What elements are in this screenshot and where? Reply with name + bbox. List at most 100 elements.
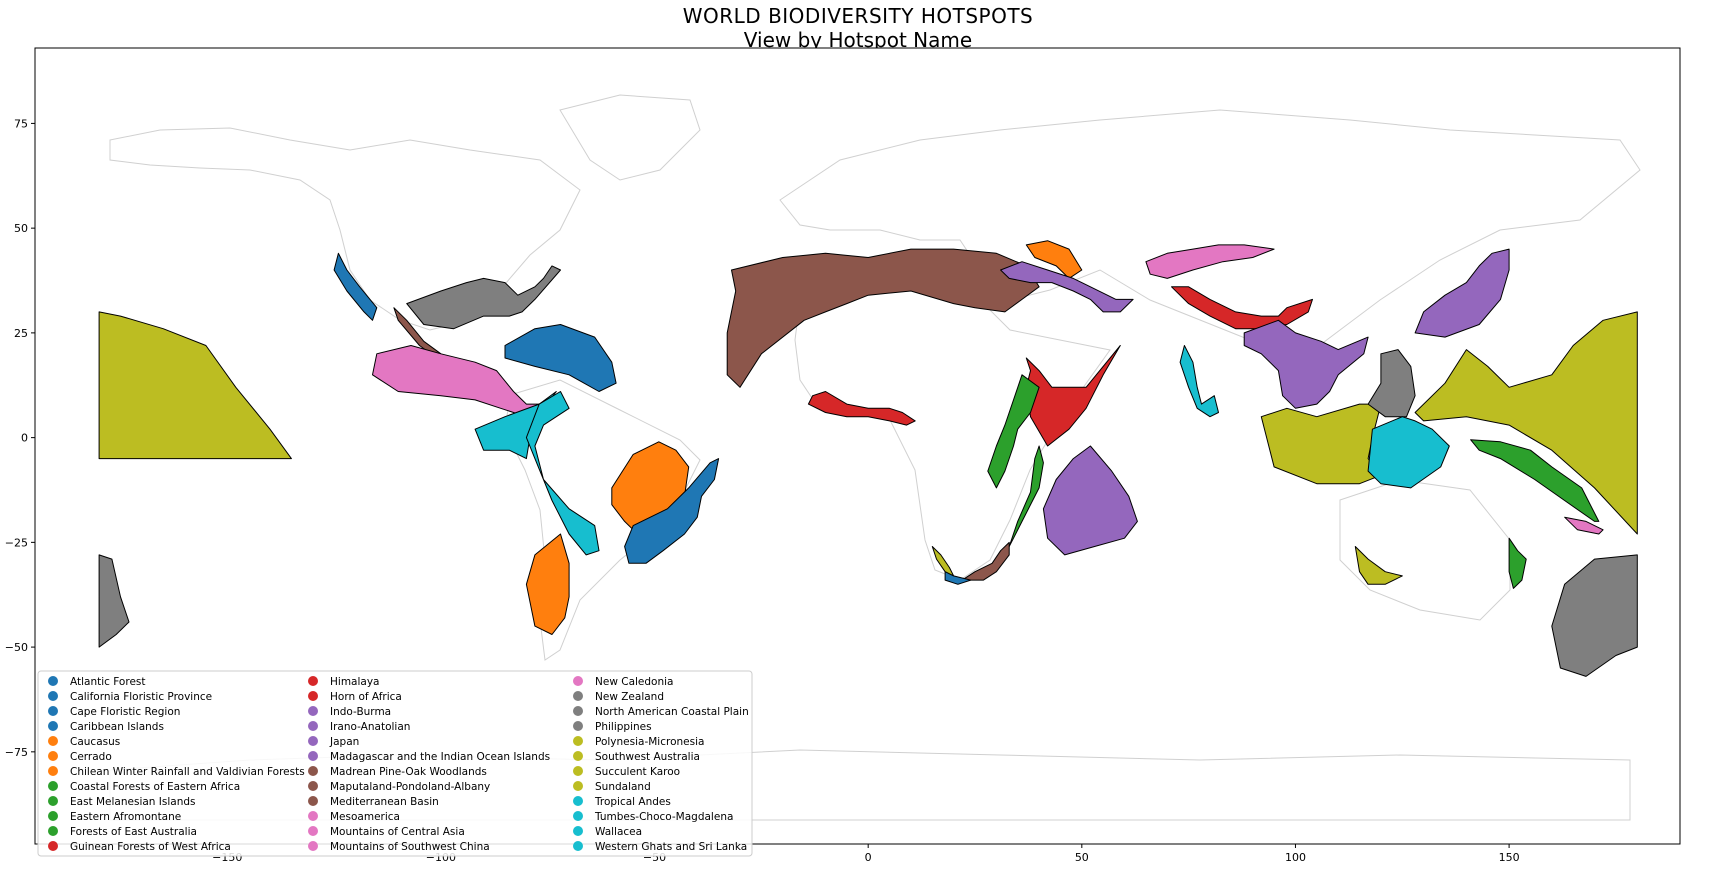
title-block: WORLD BIODIVERSITY HOTSPOTS View by Hots… [0,4,1716,52]
legend-marker-madagascar-and-the-indian-ocean-islands [308,751,318,761]
legend-marker-atlantic-forest [48,676,58,686]
legend-marker-tumbes-choco-magdalena [573,811,583,821]
legend-label-caucasus: Caucasus [70,736,120,748]
legend-label-indo-burma: Indo-Burma [330,706,391,718]
legend-marker-japan [308,736,318,746]
legend-marker-philippines [573,721,583,731]
legend-label-atlantic-forest: Atlantic Forest [70,676,146,688]
legend-marker-tropical-andes [573,796,583,806]
legend-label-caribbean-islands: Caribbean Islands [70,721,164,733]
legend-marker-east-melanesian-islands [48,796,58,806]
legend-marker-southwest-australia [573,751,583,761]
legend-label-tumbes-choco-magdalena: Tumbes-Choco-Magdalena [594,811,733,823]
region-mediterranean-basin [726,248,1040,388]
region-east-melanesian-islands [1470,439,1600,522]
legend-marker-mediterranean-basin [308,796,318,806]
legend-label-western-ghats-and-sri-lanka: Western Ghats and Sri Lanka [595,841,747,853]
legend-marker-sundaland [573,781,583,791]
region-atlantic-forest [624,458,720,564]
y-tick-label: −25 [5,536,28,549]
legend-marker-caribbean-islands [48,721,58,731]
y-tick-label: 75 [14,117,28,130]
legend-label-sundaland: Sundaland [595,781,651,793]
legend-marker-coastal-forests-of-eastern-africa [48,781,58,791]
legend-label-maputaland-pondoland-albany: Maputaland-Pondoland-Albany [330,781,490,793]
y-tick-label: −50 [5,641,28,654]
legend-marker-chilean-winter-rainfall-and-valdivian-forests [48,766,58,776]
legend-marker-cerrado [48,751,58,761]
legend-label-horn-of-africa: Horn of Africa [330,691,402,703]
legend-label-eastern-afromontane: Eastern Afromontane [70,811,181,823]
region-new-zealand [1551,554,1638,677]
y-tick-label: 50 [14,222,28,235]
region-western-ghats-and-sri-lanka [1179,345,1219,418]
legend-marker-california-floristic-province [48,691,58,701]
legend-label-new-caledonia: New Caledonia [595,676,673,688]
region-irano-anatolian [1000,261,1134,313]
region-california-floristic-province [333,252,378,321]
legend-marker-maputaland-pondoland-albany [308,781,318,791]
region-north-american-coastal-plain [406,265,561,330]
region-coastal-forests-of-eastern-africa [1008,445,1044,547]
x-tick-label: 50 [1075,851,1089,864]
legend-label-mountains-of-southwest-china: Mountains of Southwest China [330,841,490,853]
region-madagascar-and-the-indian-ocean-islands [1042,445,1138,556]
region-new-caledonia [1564,516,1604,535]
legend-label-polynesia-micronesia: Polynesia-Micronesia [595,736,704,748]
legend-label-california-floristic-province: California Floristic Province [70,691,212,703]
legend-label-madagascar-and-the-indian-ocean-islands: Madagascar and the Indian Ocean Islands [330,751,550,763]
legend-label-succulent-karoo: Succulent Karoo [595,766,680,778]
region-tropical-andes [525,391,600,556]
legend-marker-irano-anatolian [308,721,318,731]
region-polynesia-micronesia [1414,311,1638,535]
legend-label-madrean-pine-oak-woodlands: Madrean Pine-Oak Woodlands [330,766,487,778]
legend-label-guinean-forests-of-west-africa: Guinean Forests of West Africa [70,841,231,853]
legend-label-east-melanesian-islands: East Melanesian Islands [70,796,196,808]
region-philippines [1367,349,1416,418]
legend-marker-north-american-coastal-plain [573,706,583,716]
legend-label-north-american-coastal-plain: North American Coastal Plain [595,706,749,718]
legend-label-new-zealand: New Zealand [595,691,664,703]
region-wallacea [1367,416,1450,489]
legend-marker-forests-of-east-australia [48,826,58,836]
legend-marker-horn-of-africa [308,691,318,701]
region-guinean-forests-of-west-africa [807,391,916,426]
legend-label-chilean-winter-rainfall-and-valdivian-forests: Chilean Winter Rainfall and Valdivian Fo… [70,766,305,778]
region-caribbean-islands [504,324,617,392]
x-tick-label: 150 [1499,851,1520,864]
y-tick-label: 25 [14,327,28,340]
legend-marker-cape-floristic-region [48,706,58,716]
legend-label-coastal-forests-of-eastern-africa: Coastal Forests of Eastern Africa [70,781,240,793]
legend-label-mountains-of-central-asia: Mountains of Central Asia [330,826,465,838]
legend-label-southwest-australia: Southwest Australia [595,751,700,763]
legend-label-irano-anatolian: Irano-Anatolian [330,721,410,733]
region-forests-of-east-australia [1508,537,1527,589]
legend-label-wallacea: Wallacea [595,826,642,838]
legend-label-himalaya: Himalaya [330,676,379,688]
region-cape-floristic-region [944,571,972,585]
y-tick-label: 0 [21,432,28,445]
legend-label-mesoamerica: Mesoamerica [330,811,400,823]
region-japan [1414,248,1510,338]
legend-label-forests-of-east-australia: Forests of East Australia [70,826,197,838]
legend-label-japan: Japan [329,736,359,748]
legend-marker-caucasus [48,736,58,746]
legend-marker-guinean-forests-of-west-africa [48,841,58,851]
legend-label-tropical-andes: Tropical Andes [594,796,671,808]
x-tick-label: 0 [865,851,872,864]
legend-label-philippines: Philippines [595,721,652,733]
legend-label-cerrado: Cerrado [70,751,112,763]
region-polynesia-micronesia [98,311,292,460]
legend-marker-madrean-pine-oak-woodlands [308,766,318,776]
legend-label-cape-floristic-region: Cape Floristic Region [70,706,180,718]
legend-marker-wallacea [573,826,583,836]
region-southwest-australia [1354,546,1403,585]
region-himalaya [1171,286,1313,330]
legend-marker-polynesia-micronesia [573,736,583,746]
legend-marker-mesoamerica [308,811,318,821]
region-new-zealand [98,554,130,648]
map-title: WORLD BIODIVERSITY HOTSPOTS [682,4,1034,28]
region-mountains-of-central-asia [1145,244,1275,279]
hotspot-regions [98,240,1638,677]
